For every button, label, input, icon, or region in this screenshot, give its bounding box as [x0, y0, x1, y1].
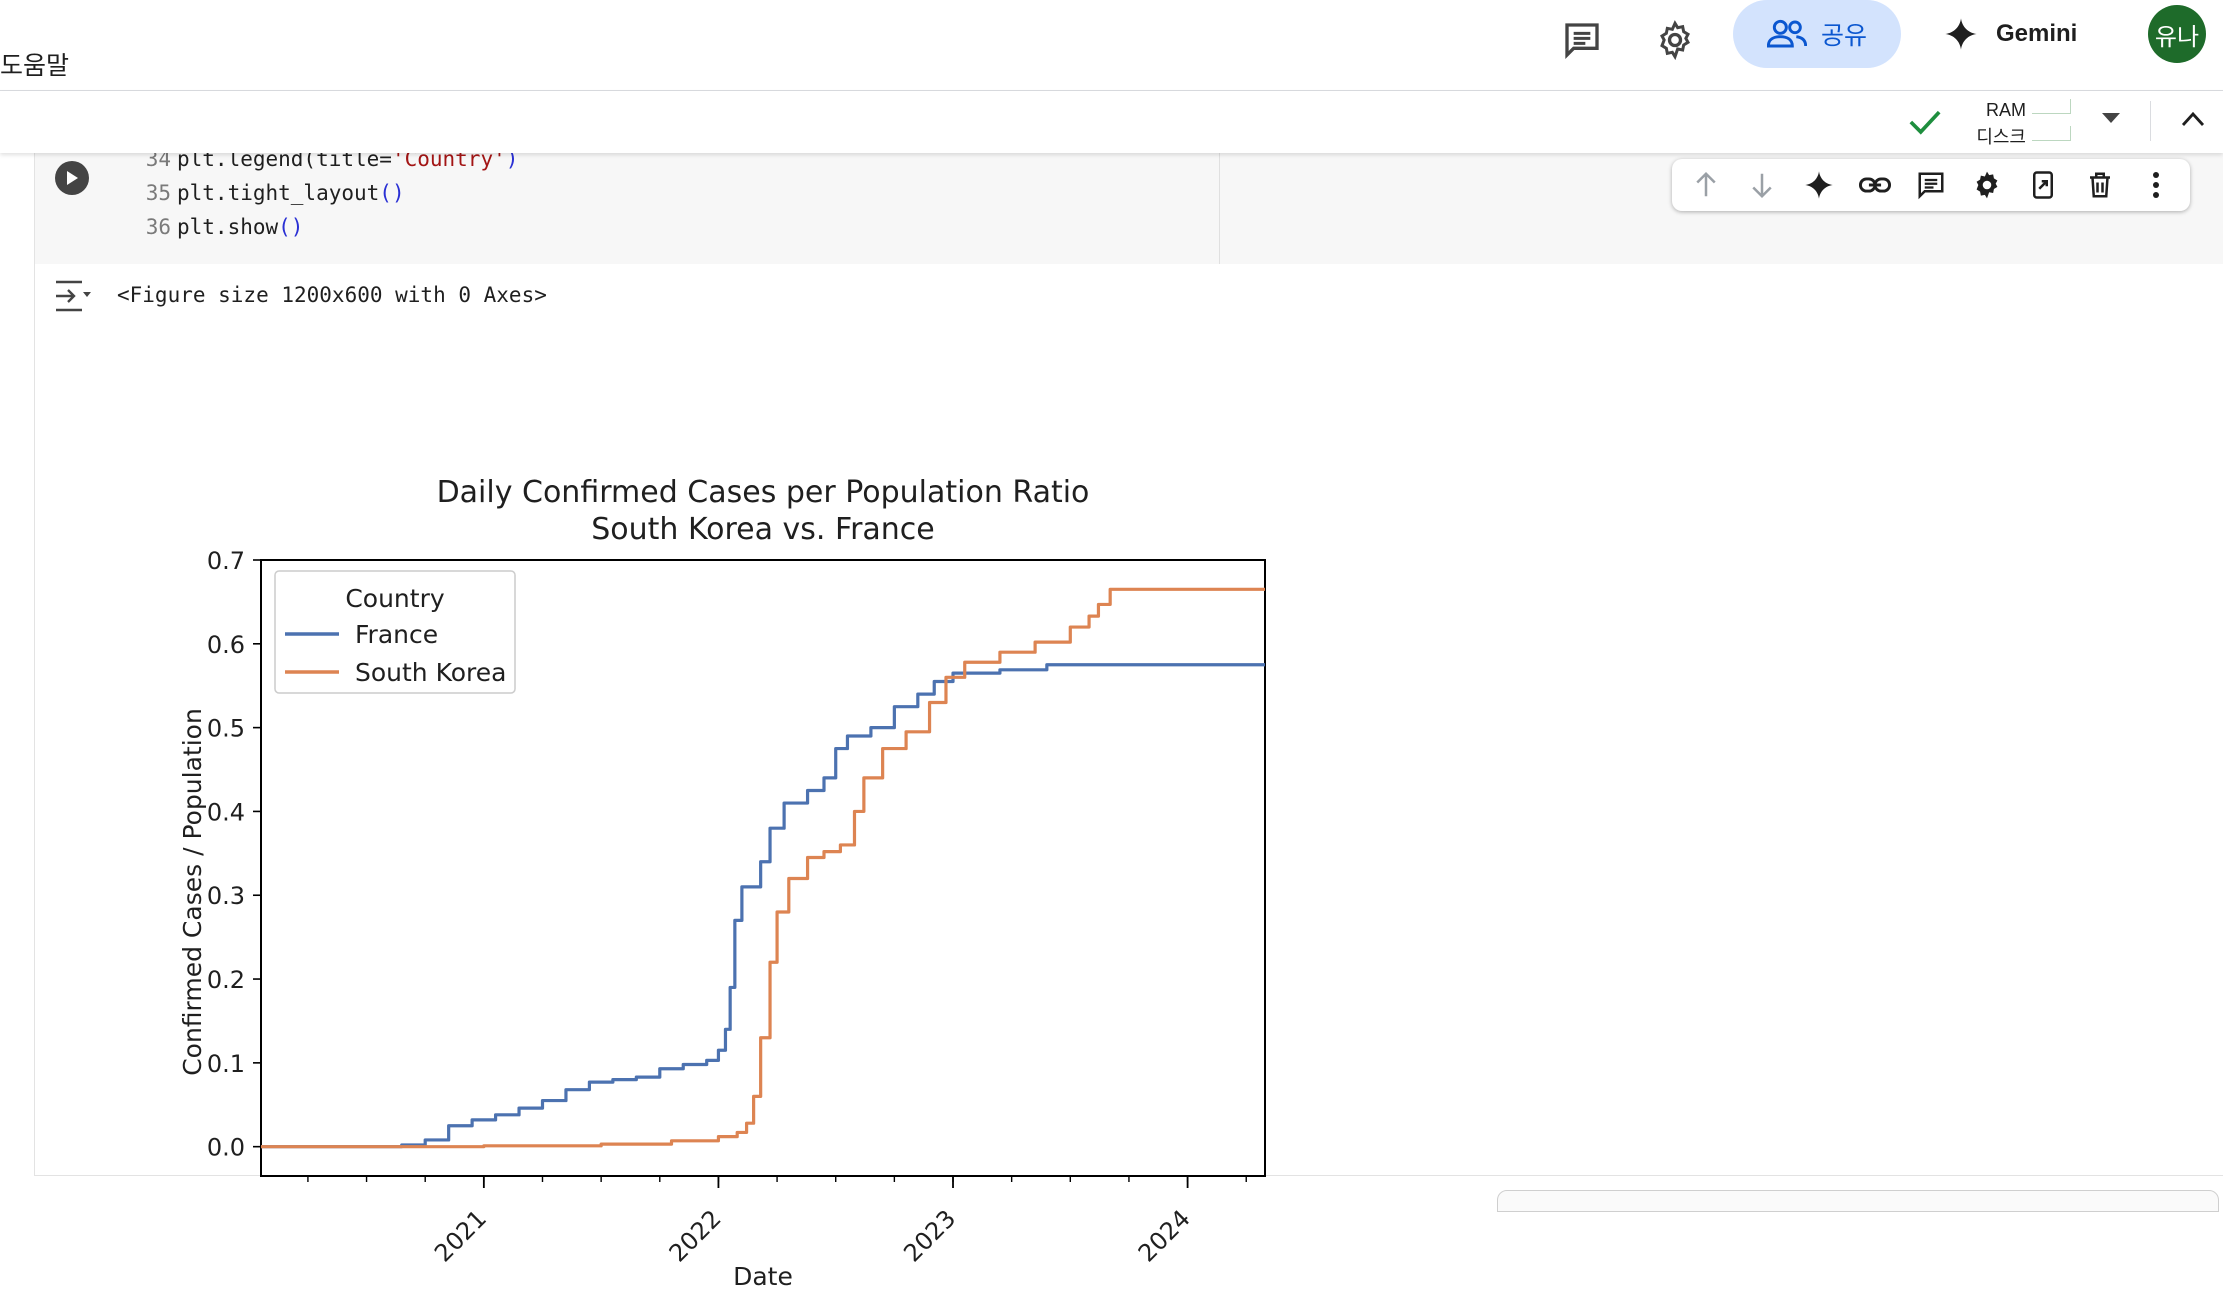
more-vert-icon[interactable] [2134, 163, 2178, 207]
toolbar-divider [2150, 101, 2151, 141]
code-cell: 34 plt.legend(title='Country') 35 plt.tight… [34, 147, 2223, 1291]
delete-trash-icon[interactable] [2078, 163, 2122, 207]
output-text: <Figure size 1200x600 with 0 Axes> [117, 283, 547, 307]
code-line: 36 plt.show() [135, 215, 304, 239]
resource-monitor[interactable]: RAM 디스크 [1966, 97, 2026, 151]
gemini-label: Gemini [1996, 20, 2078, 47]
line-number: 35 [145, 181, 171, 205]
comments-icon[interactable] [1552, 10, 1612, 70]
legend-label: France [355, 620, 438, 649]
y-tick-label: 0.3 [207, 882, 245, 910]
disk-usage-bar [2032, 126, 2071, 141]
y-tick-label: 0.4 [207, 798, 245, 826]
move-up-arrow-icon[interactable] [1684, 163, 1728, 207]
legend-box [274, 570, 516, 694]
line-chart: Daily Confirmed Cases per Population Rat… [178, 475, 1266, 1291]
menu-help[interactable]: 도움말 [0, 52, 70, 80]
share-label: 공유 [1820, 22, 1867, 50]
people-icon [1766, 19, 1807, 48]
comment-icon[interactable] [1909, 163, 1953, 207]
cell-toolbar [1672, 159, 2190, 211]
series-line-south-korea [261, 587, 1265, 1149]
connected-check-icon [1909, 110, 1941, 135]
x-tick-label: 2023 [898, 1204, 961, 1267]
avatar[interactable]: 유나 [2148, 5, 2206, 63]
x-axis-label: Date [733, 1262, 793, 1291]
legend-label: South Korea [355, 658, 506, 687]
x-tick-label: 2021 [429, 1204, 492, 1267]
output-actions-icon[interactable] [53, 279, 93, 313]
move-down-arrow-icon[interactable] [1740, 163, 1784, 207]
disk-label: 디스크 [1976, 127, 2026, 147]
y-axis-label: Confirmed Cases / Population [178, 708, 207, 1076]
horizontal-scrollbar[interactable] [1497, 1190, 2219, 1212]
runtime-toolbar: RAM 디스크 [0, 91, 2223, 153]
chart-title-line: South Korea vs. France [591, 512, 935, 547]
ram-usage-bar [2032, 99, 2071, 114]
x-tick-label: 2024 [1133, 1204, 1196, 1267]
gemini-button[interactable]: Gemini [1944, 8, 2077, 60]
ram-label: RAM [1986, 100, 2026, 120]
plot-area-frame [260, 559, 1266, 1177]
top-header: 도움말 공유 Gemini 유나 [0, 0, 2223, 91]
mirror-cell-icon[interactable] [2021, 163, 2065, 207]
y-tick-label: 0.1 [207, 1050, 245, 1078]
settings-gear-icon[interactable] [1645, 10, 1705, 70]
series-line-france [261, 663, 1265, 1149]
y-tick-label: 0.2 [207, 966, 245, 994]
line-number: 36 [145, 215, 171, 239]
chart-title-line: Daily Confirmed Cases per Population Rat… [437, 475, 1090, 510]
y-tick-label: 0.5 [207, 715, 245, 743]
chevron-down-icon[interactable] [2100, 111, 2122, 125]
sparkle-icon [1945, 18, 1977, 50]
share-button[interactable]: 공유 [1733, 0, 1901, 68]
x-tick-label: 2022 [664, 1204, 727, 1267]
y-tick-label: 0.0 [207, 1134, 245, 1162]
cell-settings-gear-icon[interactable] [1965, 163, 2009, 207]
y-tick-label: 0.6 [207, 631, 245, 659]
play-icon [67, 171, 78, 185]
run-cell-button[interactable] [55, 161, 89, 195]
cell-gutter [35, 153, 107, 264]
link-icon[interactable] [1853, 163, 1897, 207]
code-line: 35 plt.tight_layout() [135, 181, 405, 205]
legend-title: Country [345, 584, 445, 613]
code-editor[interactable]: 34 plt.legend(title='Country') 35 plt.tight… [107, 147, 1220, 264]
y-tick-label: 0.7 [207, 547, 245, 575]
chevron-up-icon[interactable] [2180, 109, 2206, 129]
gemini-sparkle-icon[interactable] [1797, 163, 1841, 207]
